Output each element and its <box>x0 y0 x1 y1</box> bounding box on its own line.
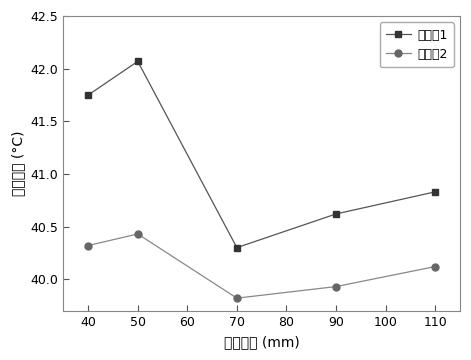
室外杧2 <box>432 264 438 269</box>
室外杧1 <box>432 190 438 194</box>
室外杧2 <box>333 284 339 289</box>
Y-axis label: 平均温度 (°C): 平均温度 (°C) <box>11 131 25 196</box>
Line: 室外杧1: 室外杧1 <box>85 58 439 251</box>
室外杧1 <box>333 212 339 216</box>
室外杧2 <box>234 296 240 300</box>
室外杧2 <box>85 243 91 248</box>
室外杧1 <box>234 246 240 250</box>
室外杧1 <box>135 59 140 63</box>
Line: 室外杧2: 室外杧2 <box>85 230 439 302</box>
室外杧1 <box>85 93 91 97</box>
X-axis label: 水平距离 (mm): 水平距离 (mm) <box>224 335 300 349</box>
Legend: 室外杧1, 室外杧2: 室外杧1, 室外杧2 <box>380 22 454 67</box>
室外杧2 <box>135 232 140 236</box>
